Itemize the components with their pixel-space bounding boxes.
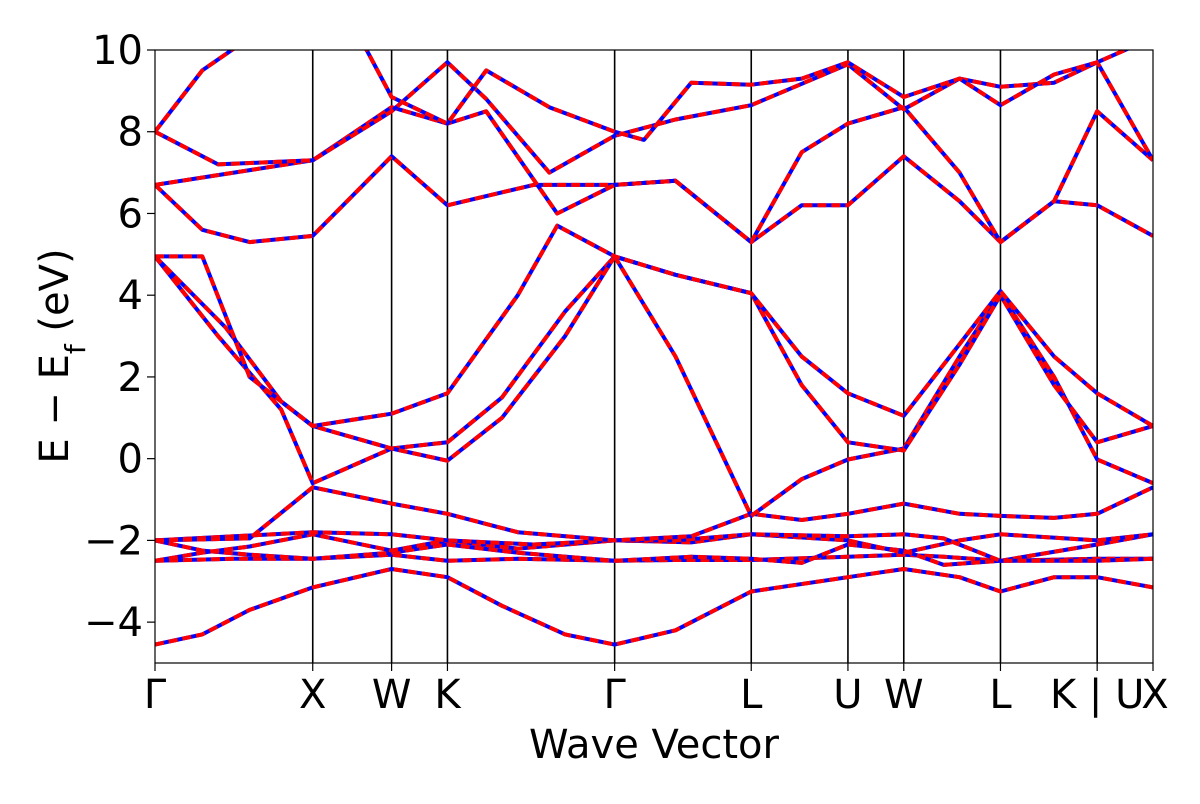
- band-line-dashed: [155, 154, 1153, 245]
- x-tick-label: W: [372, 672, 412, 718]
- band-line-solid: [155, 567, 1153, 647]
- x-tick-label: Γ: [603, 672, 626, 718]
- y-tick-label: −2: [84, 518, 143, 564]
- x-tick-label: L: [740, 672, 763, 718]
- x-tick-label: L: [989, 672, 1012, 718]
- y-tick-label: −4: [84, 600, 143, 646]
- band-line-dashed: [155, 254, 1153, 463]
- x-tick-label: U: [833, 672, 862, 718]
- band-line-dashed: [155, 532, 1153, 567]
- band-line-dashed: [155, 50, 1131, 142]
- y-axis-label-main: E − E: [32, 354, 78, 464]
- plot-frame: [154, 49, 1154, 664]
- band-line-dashed: [155, 223, 1153, 428]
- y-tick-label: 4: [118, 273, 143, 319]
- high-symmetry-lines: [311, 50, 1098, 663]
- y-tick-label: 10: [92, 28, 143, 74]
- band-line-solid: [155, 154, 1153, 245]
- y-axis-label-tail: (eV): [32, 248, 78, 344]
- y-tick-label: 2: [118, 355, 143, 401]
- x-tick-label: Γ: [144, 672, 167, 718]
- band-line-solid: [155, 60, 1153, 175]
- y-axis-label: E − Ef (eV): [32, 248, 92, 463]
- band-line-dashed: [155, 567, 1153, 647]
- x-tick-label: W: [884, 672, 924, 718]
- y-tick-label: 6: [118, 191, 143, 237]
- y-tick-label: 0: [118, 437, 143, 483]
- x-tick-label: K: [434, 672, 462, 718]
- band-line-dashed: [155, 530, 1153, 563]
- band-line-dashed: [155, 532, 1153, 563]
- band-line-dashed: [155, 105, 1153, 245]
- x-tick-label: X: [299, 672, 326, 718]
- band-line-solid: [155, 254, 1153, 463]
- x-tick-label: X: [1141, 672, 1168, 718]
- y-axis-ticks: −4 −2 0 2 4 6 8 10: [84, 28, 155, 646]
- band-line-solid: [155, 223, 1153, 428]
- x-axis-label: Wave Vector: [529, 722, 780, 768]
- x-tick-label: K | U: [1050, 672, 1144, 718]
- band-lines: [155, 50, 1153, 647]
- y-axis-label-sub: f: [59, 343, 92, 354]
- y-tick-label: 8: [118, 110, 143, 156]
- band-line-dashed: [155, 60, 1153, 175]
